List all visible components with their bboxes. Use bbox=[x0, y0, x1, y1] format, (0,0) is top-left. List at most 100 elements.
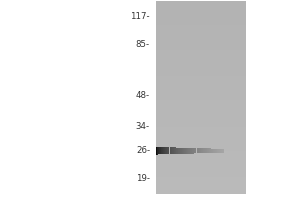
Bar bbox=[218, 149, 219, 153]
Bar bbox=[181, 148, 182, 154]
Bar bbox=[210, 148, 211, 153]
Bar bbox=[156, 134, 246, 136]
Bar bbox=[156, 78, 246, 81]
Bar bbox=[156, 180, 246, 182]
Bar bbox=[156, 151, 246, 153]
Bar bbox=[156, 160, 246, 163]
Bar bbox=[183, 148, 184, 154]
Bar bbox=[156, 163, 246, 165]
Bar bbox=[156, 117, 246, 119]
Bar bbox=[157, 147, 158, 155]
Bar bbox=[156, 158, 246, 160]
Bar bbox=[206, 148, 207, 153]
Bar bbox=[156, 45, 246, 47]
Text: 34-: 34- bbox=[136, 122, 150, 131]
Bar bbox=[156, 139, 246, 141]
Bar bbox=[222, 149, 223, 153]
Bar bbox=[156, 6, 246, 9]
Bar bbox=[199, 148, 200, 153]
Bar bbox=[166, 147, 167, 154]
Bar bbox=[156, 42, 246, 45]
Bar bbox=[156, 112, 246, 115]
Bar bbox=[205, 148, 206, 153]
Bar bbox=[216, 149, 217, 153]
Bar bbox=[207, 148, 208, 153]
Bar bbox=[209, 148, 210, 153]
Bar bbox=[156, 93, 246, 95]
Bar bbox=[156, 144, 246, 146]
Bar bbox=[156, 88, 246, 91]
Bar bbox=[174, 147, 175, 154]
Bar bbox=[186, 148, 187, 154]
Bar bbox=[220, 149, 221, 153]
Bar bbox=[178, 148, 179, 154]
Bar bbox=[169, 147, 170, 154]
Bar bbox=[156, 122, 246, 124]
Bar bbox=[211, 149, 212, 153]
Bar bbox=[156, 165, 246, 168]
Bar bbox=[156, 127, 246, 129]
Bar bbox=[156, 52, 246, 54]
Bar bbox=[156, 76, 246, 78]
Bar bbox=[156, 146, 246, 148]
Bar bbox=[156, 33, 246, 35]
Bar bbox=[156, 105, 246, 107]
Bar bbox=[171, 147, 172, 154]
Bar bbox=[156, 98, 246, 100]
Bar bbox=[156, 189, 246, 192]
Bar bbox=[156, 192, 246, 194]
Bar bbox=[185, 148, 186, 154]
Bar bbox=[198, 148, 199, 153]
Bar bbox=[156, 168, 246, 170]
Bar bbox=[156, 91, 246, 93]
Bar bbox=[156, 170, 246, 173]
Bar bbox=[202, 148, 203, 153]
Bar bbox=[159, 147, 160, 154]
Bar bbox=[156, 119, 246, 122]
Bar bbox=[156, 129, 246, 132]
Bar bbox=[156, 18, 246, 21]
Bar bbox=[187, 148, 188, 154]
Bar bbox=[176, 148, 177, 154]
Bar bbox=[156, 50, 246, 52]
Bar bbox=[156, 71, 246, 74]
Bar bbox=[156, 115, 246, 117]
Bar bbox=[156, 182, 246, 185]
Bar bbox=[156, 185, 246, 187]
Bar bbox=[156, 35, 246, 37]
Bar bbox=[156, 16, 246, 18]
Bar bbox=[156, 110, 246, 112]
Bar bbox=[204, 148, 205, 153]
Bar bbox=[194, 148, 195, 153]
Bar bbox=[156, 187, 246, 189]
Bar bbox=[160, 147, 161, 154]
Bar bbox=[192, 148, 193, 154]
Bar bbox=[156, 103, 246, 105]
Bar bbox=[223, 149, 224, 153]
Bar bbox=[215, 149, 216, 153]
Bar bbox=[156, 95, 246, 98]
Bar bbox=[156, 1, 246, 4]
Bar bbox=[156, 69, 246, 71]
Text: 117-: 117- bbox=[130, 12, 150, 21]
Bar bbox=[217, 149, 218, 153]
Bar bbox=[156, 175, 246, 177]
Bar bbox=[179, 148, 180, 154]
Text: 85-: 85- bbox=[136, 40, 150, 49]
Bar bbox=[156, 156, 246, 158]
Bar bbox=[156, 47, 246, 50]
Bar bbox=[156, 23, 246, 25]
Bar bbox=[156, 86, 246, 88]
Bar bbox=[156, 9, 246, 11]
Bar bbox=[156, 124, 246, 127]
Bar bbox=[191, 148, 192, 154]
Bar bbox=[188, 148, 189, 154]
Bar bbox=[156, 74, 246, 76]
Bar bbox=[156, 64, 246, 66]
Bar bbox=[158, 147, 159, 154]
Bar bbox=[182, 148, 183, 154]
Bar bbox=[156, 30, 246, 33]
Bar bbox=[156, 132, 246, 134]
Bar bbox=[197, 148, 198, 153]
Bar bbox=[161, 147, 162, 154]
